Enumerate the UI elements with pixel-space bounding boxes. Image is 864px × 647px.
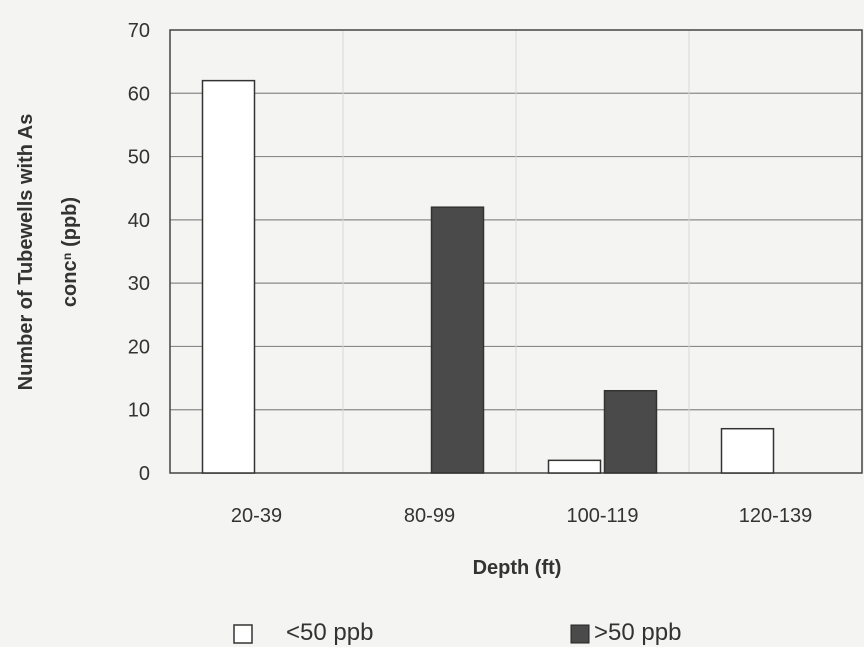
y-axis-title: Number of Tubewells with As concⁿ (ppb)	[15, 114, 81, 391]
grid	[170, 30, 862, 473]
y-tick-label: 10	[128, 400, 150, 422]
x-tick-label: 80-99	[404, 505, 455, 527]
legend-label-above-50: >50 ppb	[594, 619, 681, 646]
y-tick-label: 60	[128, 83, 150, 105]
y-axis-title-line1: Number of Tubewells with As	[15, 114, 37, 391]
y-tick-label: 0	[139, 463, 150, 485]
x-tick-label: 20-39	[231, 505, 282, 527]
y-tick-label: 50	[128, 147, 150, 169]
legend: <50 ppb >50 ppb	[233, 619, 681, 646]
y-tick-label: 30	[128, 273, 150, 295]
bars	[201, 79, 775, 474]
x-tick-label: 120-139	[739, 505, 812, 527]
y-tick-label: 40	[128, 210, 150, 232]
legend-label-below-50: <50 ppb	[286, 619, 373, 646]
bar-below-50-120-139	[720, 427, 775, 474]
legend-swatch-above-50	[570, 624, 590, 644]
y-tick-labels: 0 10 20 30 40 50 60 70	[128, 20, 150, 485]
y-tick-label: 20	[128, 336, 150, 358]
x-tick-labels: 20-39 80-99 100-119 120-139	[231, 505, 812, 527]
bar-below-50-20-39	[201, 79, 256, 474]
bar-above-50-100-119	[603, 389, 658, 474]
plot-frame	[169, 29, 863, 474]
legend-swatch-below-50	[233, 624, 253, 644]
x-axis-title: Depth (ft)	[473, 557, 562, 579]
x-tick-label: 100-119	[567, 505, 639, 527]
bar-above-50-80-99	[430, 206, 485, 474]
bar-below-50-100-119	[547, 459, 602, 474]
y-tick-label: 70	[128, 20, 150, 42]
y-axis-title-line2: concⁿ (ppb)	[59, 197, 81, 307]
